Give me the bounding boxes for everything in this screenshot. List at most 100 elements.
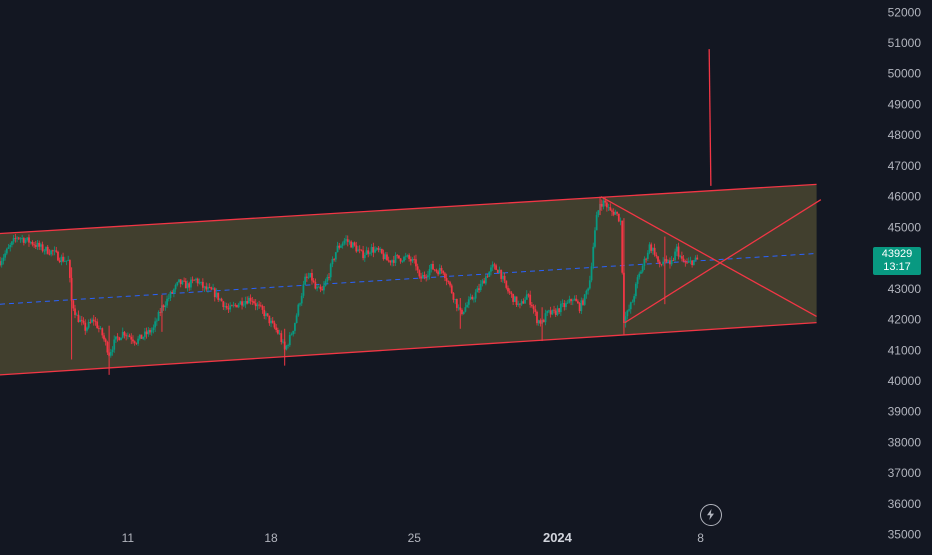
time-tick-label: 25	[408, 531, 422, 545]
candle-body	[578, 303, 581, 312]
candle-body	[679, 256, 682, 258]
candle-body	[490, 267, 492, 272]
candle-body	[152, 327, 155, 331]
candle-body	[629, 302, 632, 310]
candle-body	[643, 258, 646, 266]
candle-body	[404, 256, 407, 258]
candle-body	[86, 327, 88, 331]
candle-body	[542, 319, 545, 323]
candle-body	[566, 302, 569, 304]
candle-body	[638, 273, 641, 278]
candle-body	[227, 307, 230, 310]
candle-body	[369, 252, 371, 254]
candle-body	[484, 276, 487, 284]
price-tick-label: 36000	[888, 497, 922, 511]
candle-body	[319, 286, 322, 290]
candle-body	[60, 256, 63, 263]
candle-body	[401, 261, 404, 262]
candle-body	[365, 250, 368, 255]
channel-layer	[0, 184, 817, 375]
candle-body	[46, 246, 49, 254]
candle-body	[135, 342, 138, 344]
price-tick-label: 41000	[888, 343, 922, 357]
candle-body	[588, 280, 591, 289]
candle-body	[394, 255, 397, 263]
candle-body	[84, 322, 87, 331]
candle-body	[408, 255, 411, 259]
candle-body	[382, 253, 385, 260]
candle-body	[684, 261, 687, 263]
candle-body	[558, 308, 561, 313]
candle-body	[79, 319, 82, 323]
candle-body	[377, 247, 380, 251]
candle-body	[212, 288, 214, 290]
candle-body	[236, 305, 238, 308]
candle-body	[672, 260, 675, 261]
candle-body	[447, 281, 450, 283]
candle-body	[193, 279, 196, 281]
candle-body	[184, 280, 187, 289]
price-tick-label: 45000	[888, 220, 922, 234]
candle-body	[464, 307, 467, 312]
price-tick-label: 46000	[888, 190, 922, 204]
candle-body	[244, 300, 247, 305]
candle-body	[529, 294, 532, 305]
candle-body	[362, 250, 365, 259]
candle-body	[370, 247, 373, 253]
candle-body	[571, 300, 574, 302]
candle-body	[658, 261, 661, 265]
candle-body	[103, 335, 105, 340]
candle-body	[508, 291, 511, 293]
candle-body	[307, 277, 310, 279]
candle-body	[553, 309, 555, 311]
triangle-lower-line	[624, 199, 822, 324]
candle-body	[575, 298, 578, 302]
candle-body	[7, 247, 10, 249]
candle-body	[305, 276, 308, 278]
candle-body	[0, 261, 3, 266]
candle-body	[421, 275, 424, 279]
candle-body	[573, 298, 576, 301]
candle-body	[104, 339, 107, 343]
candle-body	[278, 333, 281, 335]
lightning-icon[interactable]	[700, 504, 722, 526]
candle-body	[191, 279, 194, 281]
candle-body	[72, 300, 75, 309]
candle-body	[258, 304, 261, 306]
candle-body	[346, 239, 349, 242]
candle-body	[537, 320, 540, 324]
candle-body	[195, 278, 197, 281]
candle-body	[288, 334, 291, 346]
candle-body	[532, 306, 535, 310]
candle-body	[375, 247, 378, 250]
candle-body	[530, 304, 533, 307]
candle-body	[50, 250, 53, 255]
candle-body	[89, 321, 92, 323]
candle-body	[213, 288, 216, 298]
candle-body	[438, 267, 441, 275]
time-axis[interactable]: 11 18 25 2024 8	[122, 530, 705, 545]
candle-body	[203, 286, 206, 288]
last-price-value: 43929	[881, 248, 913, 260]
candle-body	[123, 331, 126, 336]
candle-body	[568, 299, 571, 303]
candle-body	[67, 260, 70, 261]
candle-body	[256, 304, 259, 307]
candle-body	[355, 245, 358, 252]
candle-body	[126, 335, 129, 337]
candle-body	[665, 259, 668, 262]
candle-body	[455, 298, 458, 308]
candle-body	[624, 316, 627, 324]
candle-body	[452, 292, 455, 300]
candle-body	[409, 258, 412, 262]
candle-body	[75, 314, 78, 316]
candle-body	[488, 271, 491, 277]
candle-body	[94, 321, 97, 322]
candle-body	[486, 276, 489, 278]
candle-body	[585, 290, 588, 295]
candle-body	[91, 319, 93, 323]
candle-body	[682, 258, 685, 262]
candle-body	[276, 330, 279, 334]
